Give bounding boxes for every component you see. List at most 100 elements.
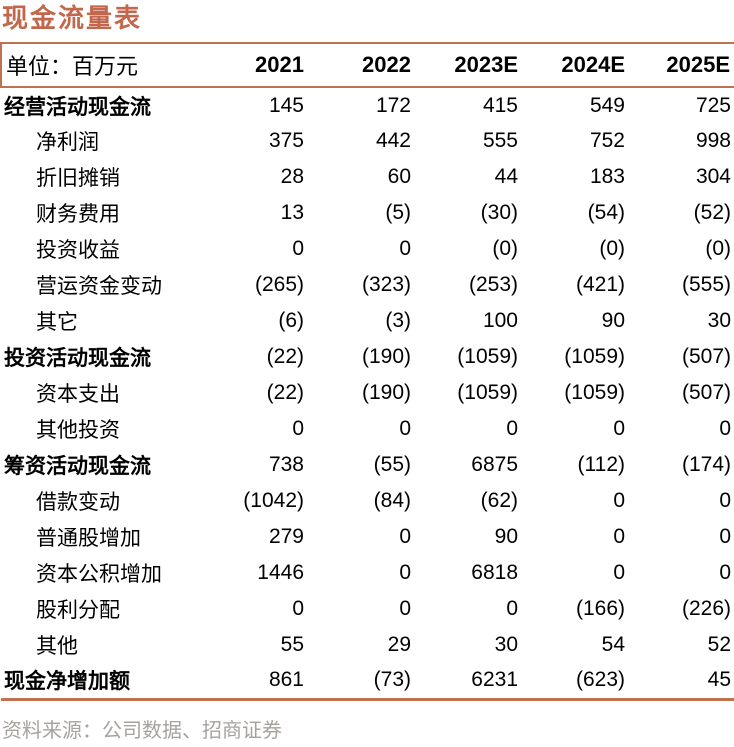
cell-value: 0 — [613, 489, 625, 512]
table-row: 其他投资 0 0 0 0 0 — [1, 411, 734, 447]
cell-value: 0 — [399, 417, 411, 440]
table-row: 净利润 375 442 555 752 998 — [1, 123, 734, 159]
cell-value: (1042) — [243, 489, 304, 512]
table-header: 单位：百万元 2021 2022 2023E 2024E 2025E — [0, 42, 734, 88]
cell-value: (0) — [492, 237, 518, 260]
cell-value: 0 — [292, 237, 304, 260]
cell-value: (52) — [693, 201, 731, 224]
table-row: 财务费用 13 (5) (30) (54) (52) — [1, 195, 734, 231]
cell-value: 13 — [280, 201, 304, 224]
cell-value: (507) — [681, 345, 731, 368]
cell-value: (3) — [385, 309, 411, 332]
row-label: 营运资金变动 — [36, 274, 162, 298]
row-label: 其他投资 — [36, 418, 120, 442]
cell-value: 52 — [707, 633, 731, 656]
cell-value: 415 — [482, 93, 518, 117]
cell-value: 145 — [268, 93, 304, 117]
cell-value: 28 — [280, 165, 304, 188]
table-row: 现金净增加额 861 (73) 6231 (623) 45 — [1, 663, 734, 701]
cell-value: (507) — [681, 381, 731, 404]
cell-value: (226) — [681, 597, 731, 620]
cell-value: 54 — [601, 633, 625, 656]
table-row: 筹资活动现金流 738 (55) 6875 (112) (174) — [1, 447, 734, 483]
cell-value: 45 — [628, 663, 734, 701]
row-label: 普通股增加 — [36, 526, 141, 550]
cell-value: 549 — [589, 93, 625, 117]
cell-value: 861 — [200, 663, 307, 701]
cell-value: 0 — [399, 525, 411, 548]
row-label: 资本支出 — [36, 382, 120, 406]
row-label: 筹资活动现金流 — [4, 454, 151, 478]
table-row: 资本支出 (22) (190) (1059) (1059) (507) — [1, 375, 734, 411]
row-label: 现金净增加额 — [1, 663, 200, 701]
cell-value: (253) — [468, 273, 518, 296]
cell-value: (0) — [705, 237, 731, 260]
cell-value: 30 — [494, 633, 518, 656]
cell-value: 90 — [494, 525, 518, 548]
cell-value: 0 — [399, 597, 411, 620]
cell-value: (190) — [361, 381, 411, 404]
table-row: 股利分配 0 0 0 (166) (226) — [1, 591, 734, 627]
cell-value: 752 — [589, 129, 625, 152]
cell-value: 998 — [695, 129, 731, 152]
cell-value: 0 — [613, 561, 625, 584]
cashflow-table: 单位：百万元 2021 2022 2023E 2024E 2025E 经营活动现金流 14… — [0, 42, 734, 701]
cell-value: 60 — [387, 165, 411, 188]
row-label: 投资收益 — [36, 238, 120, 262]
cell-value: (265) — [254, 273, 304, 296]
cell-value: (5) — [385, 201, 411, 224]
cell-value: 304 — [695, 165, 731, 188]
cell-value: 30 — [707, 309, 731, 332]
cell-value: 0 — [292, 597, 304, 620]
cell-value: (62) — [480, 489, 518, 512]
cell-value: 6818 — [471, 561, 518, 584]
cell-value: 0 — [613, 525, 625, 548]
cell-value: 279 — [268, 525, 304, 548]
cell-value: 0 — [506, 597, 518, 620]
cell-value: (190) — [361, 345, 411, 368]
cell-value: 1446 — [257, 561, 304, 584]
table-row: 投资活动现金流 (22) (190) (1059) (1059) (507) — [1, 339, 734, 375]
table-row: 资本公积增加 1446 0 6818 0 0 — [1, 555, 734, 591]
row-label: 经营活动现金流 — [4, 94, 151, 119]
cell-value: (1059) — [564, 381, 625, 404]
source-note: 资料来源：公司数据、招商证券 — [2, 719, 282, 742]
cell-value: (166) — [575, 597, 625, 620]
table-row: 营运资金变动 (265) (323) (253) (421) (555) — [1, 267, 734, 303]
cell-value: (555) — [681, 273, 731, 296]
cell-value: 100 — [482, 309, 518, 332]
cell-value: (174) — [681, 453, 731, 476]
cell-value: (112) — [577, 453, 625, 476]
cell-value: 375 — [268, 129, 304, 152]
cell-value: (323) — [361, 273, 411, 296]
cell-value: (1059) — [457, 345, 518, 368]
table-row: 投资收益 0 0 (0) (0) (0) — [1, 231, 734, 267]
table-row: 借款变动 (1042) (84) (62) 0 0 — [1, 483, 734, 519]
cell-value: 172 — [375, 93, 411, 117]
row-label: 其它 — [36, 310, 78, 334]
cell-value: 29 — [387, 633, 411, 656]
row-label: 其他 — [36, 634, 78, 658]
cell-value: 725 — [695, 93, 731, 117]
page-title: 现金流量表 — [2, 4, 143, 33]
unit-label: 单位：百万元 — [0, 42, 200, 88]
cell-value: (1059) — [564, 345, 625, 368]
cell-value: 0 — [506, 417, 518, 440]
table-row: 普通股增加 279 0 90 0 0 — [1, 519, 734, 555]
cell-value: (1059) — [457, 381, 518, 404]
row-label: 折旧摊销 — [36, 166, 120, 190]
column-header-2023e: 2023E — [414, 42, 521, 88]
cell-value: 6875 — [471, 453, 518, 476]
cell-value: (55) — [373, 453, 411, 476]
cell-value: 0 — [613, 417, 625, 440]
cell-value: 0 — [719, 417, 731, 440]
cell-value: 0 — [719, 561, 731, 584]
cell-value: (54) — [587, 201, 625, 224]
cell-value: 442 — [375, 129, 411, 152]
cell-value: (22) — [266, 381, 304, 404]
row-label: 净利润 — [36, 130, 99, 154]
cell-value: 0 — [719, 489, 731, 512]
cell-value: (0) — [599, 237, 625, 260]
cell-value: (6) — [278, 309, 304, 332]
